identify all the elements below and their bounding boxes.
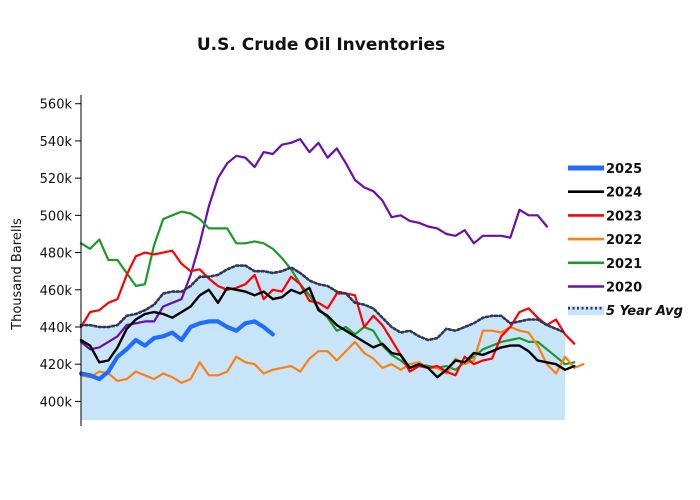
legend-item-2020: 2020 <box>568 281 642 296</box>
y-tick-label: 400k <box>40 395 73 410</box>
y-tick-label: 460k <box>40 284 73 299</box>
series-line-2024 <box>79 286 576 379</box>
legend-item-2022: 2022 <box>568 233 642 248</box>
y-axis-label: Thousand Barells <box>10 218 25 331</box>
legend-item-2021: 2021 <box>568 257 642 272</box>
legend: 2025 2024 2023 2022 2021 2020 5 Year Avg <box>568 162 683 319</box>
legend-label: 2022 <box>606 233 642 248</box>
legend-item-2024: 2024 <box>568 186 642 201</box>
legend-item-2025: 2025 <box>568 162 642 177</box>
legend-label: 2020 <box>606 281 642 296</box>
y-tick-label: 480k <box>40 247 73 262</box>
legend-label: 5 Year Avg <box>606 304 683 319</box>
y-tick-label: 560k <box>40 98 73 113</box>
y-axis: 400k 420k 440k 460k 480k 500k 520k 540k 560k <box>40 95 82 426</box>
legend-label: 2021 <box>606 257 642 272</box>
avg-fill-area <box>81 265 566 420</box>
legend-swatch-fill <box>568 306 604 316</box>
series-line-2022 <box>79 325 585 384</box>
legend-item-2023: 2023 <box>568 209 642 224</box>
y-tick-label: 520k <box>40 172 73 187</box>
y-tick-label: 440k <box>40 321 73 336</box>
y-tick-label: 540k <box>40 135 73 150</box>
legend-label: 2024 <box>606 186 642 201</box>
series-line-2025 <box>78 319 275 382</box>
series-line-5yr-avg <box>79 264 567 342</box>
series-line-2023 <box>79 249 576 377</box>
plot-area <box>78 138 585 420</box>
legend-item-5-year-avg: 5 Year Avg <box>568 304 683 319</box>
legend-label: 2023 <box>606 209 642 224</box>
series-line-2021 <box>79 210 576 371</box>
y-tick-label: 420k <box>40 358 73 373</box>
chart-title: U.S. Crude Oil Inventories <box>197 35 445 55</box>
legend-label: 2025 <box>606 162 642 177</box>
y-tick-label: 500k <box>40 209 73 224</box>
